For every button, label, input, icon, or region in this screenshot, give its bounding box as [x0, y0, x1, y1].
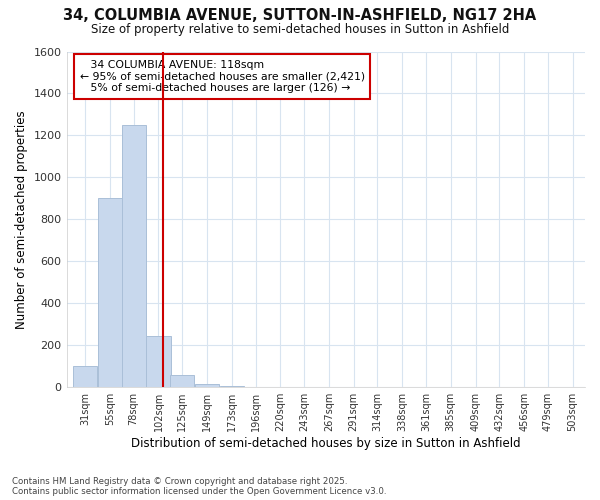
Bar	[220, 386, 244, 387]
Bar	[195, 384, 219, 387]
X-axis label: Distribution of semi-detached houses by size in Sutton in Ashfield: Distribution of semi-detached houses by …	[131, 437, 521, 450]
Text: 34 COLUMBIA AVENUE: 118sqm
← 95% of semi-detached houses are smaller (2,421)
   : 34 COLUMBIA AVENUE: 118sqm ← 95% of semi…	[80, 60, 365, 93]
Y-axis label: Number of semi-detached properties: Number of semi-detached properties	[15, 110, 28, 328]
Bar	[146, 336, 170, 387]
Bar	[170, 374, 194, 387]
Text: Size of property relative to semi-detached houses in Sutton in Ashfield: Size of property relative to semi-detach…	[91, 22, 509, 36]
Text: 34, COLUMBIA AVENUE, SUTTON-IN-ASHFIELD, NG17 2HA: 34, COLUMBIA AVENUE, SUTTON-IN-ASHFIELD,…	[64, 8, 536, 22]
Text: Contains HM Land Registry data © Crown copyright and database right 2025.
Contai: Contains HM Land Registry data © Crown c…	[12, 476, 386, 496]
Bar	[122, 125, 146, 387]
Bar	[98, 198, 122, 387]
Bar	[73, 366, 97, 387]
